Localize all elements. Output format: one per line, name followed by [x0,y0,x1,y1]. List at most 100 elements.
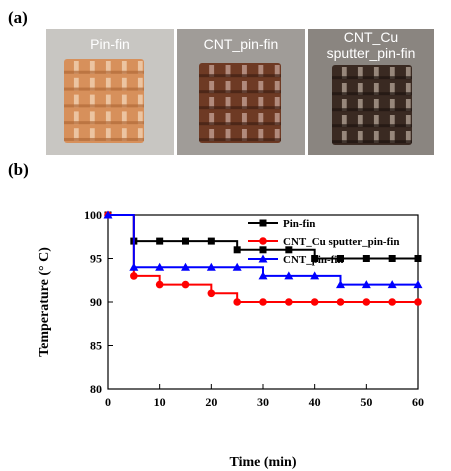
heatsink-groove [209,65,215,77]
data-point [388,255,396,262]
heatsink-groove [405,83,411,95]
data-point [259,298,267,306]
heatsink-groove [405,67,411,79]
data-point [387,280,397,289]
x-tick-label: 60 [412,395,424,409]
legend-label: CNT_pin-fin [283,254,344,266]
heatsink-groove [373,115,379,127]
heatsink-groove [225,65,231,77]
heatsink-groove [89,94,95,108]
heatsink-groove [274,113,280,125]
data-point [130,272,138,280]
heatsink-groove [341,99,347,111]
heatsink-groove [137,111,143,125]
photo-caption-cnt-pin-fin: CNT_pin-fin [177,36,305,52]
heatsink-groove [357,99,363,111]
heatsink-shadow [199,122,281,126]
y-tick-label: 85 [90,339,102,353]
x-tick-label: 20 [205,395,217,409]
heatsink-groove [341,67,347,79]
heatsink-groove [357,115,363,127]
legend-label: Pin-fin [283,218,315,230]
heatsink-groove [258,65,264,77]
heatsink-groove [73,94,79,108]
heatsink-groove [357,67,363,79]
data-point [259,246,267,254]
heatsink-shadow [199,138,281,142]
heatsink-groove [373,99,379,111]
heatsink-shadow [332,140,412,144]
data-point [232,262,242,271]
heatsink-shadow [199,90,281,94]
data-point [336,280,345,289]
heatsink-groove [405,115,411,127]
photo-cnt-pin-fin: CNT_pin-fin [177,29,305,155]
x-axis-label: Time (min) [229,455,296,470]
x-tick-label: 30 [257,395,269,409]
heatsink-shadow [332,76,412,80]
heatsink-groove [389,83,395,95]
data-point [362,255,370,262]
heatsink-groove [209,129,215,141]
heatsink-groove [121,111,127,125]
heatsink-groove [209,81,215,93]
panel-label-b: (b) [8,160,29,179]
heatsink-shadow [332,92,412,96]
y-axis-label: Temperature (° C) [37,247,52,357]
data-point [207,289,216,298]
heatsink-shadow [332,124,412,128]
heatsink-shadow [64,70,144,74]
heatsink-groove [121,128,127,141]
legend-marker [258,254,268,263]
heatsink-groove [341,115,347,127]
heatsink-groove [225,129,231,141]
x-tick-label: 50 [360,395,372,409]
heatsink-shadow [332,108,412,112]
heatsink-groove [405,99,411,111]
x-tick-label: 10 [154,395,166,409]
heatsink-groove [73,61,79,74]
heatsink-groove [389,115,395,127]
photo-pin-fin: Pin-fin [46,29,174,155]
photo-caption-line: CNT_Cu [343,29,399,45]
data-point [336,298,345,306]
heatsink-groove [373,83,379,95]
data-point [311,255,319,262]
data-point [129,262,139,271]
data-point [310,271,320,280]
heatsink-groove [89,111,95,125]
data-point [414,255,422,262]
heatsink-groove [241,65,247,77]
cnt-pin-fin-heatsink-image [177,29,305,155]
legend: Pin-fin CNT_Cu sputter_pin-fin CNT_pin-fin [248,218,399,266]
data-point [155,262,165,271]
data-point [285,246,293,254]
data-point [285,298,293,306]
series-line [108,214,418,303]
heatsink-groove [241,97,247,109]
heatsink-shadow [64,104,144,108]
data-point [181,280,190,289]
data-point [388,298,396,306]
heatsink-groove [209,97,215,109]
heatsink-groove [137,77,143,91]
heatsink-shadow [64,87,144,91]
y-tick-label: 95 [90,252,102,266]
heatsink-shadow [199,74,281,78]
x-tick-label: 0 [105,395,111,409]
heatsink-groove [341,131,347,143]
y-tick-label: 90 [90,295,102,309]
heatsink-groove [357,131,363,143]
photo-caption-cnt-cu-sputter: CNT_Cu sputter_pin-fin [308,29,434,61]
heatsink-groove [274,81,280,93]
heatsink-groove [121,77,127,91]
data-point [284,271,294,280]
series-circle [104,211,422,306]
y-tick-label: 80 [90,382,102,396]
cnt-cu-sputter-heatsink-image [308,29,434,155]
heatsink-groove [241,129,247,141]
heatsink-groove [241,113,247,125]
photo-caption-line: CNT_pin-fin [203,36,279,52]
heatsink-groove [389,131,395,143]
heatsink-groove [373,131,379,143]
